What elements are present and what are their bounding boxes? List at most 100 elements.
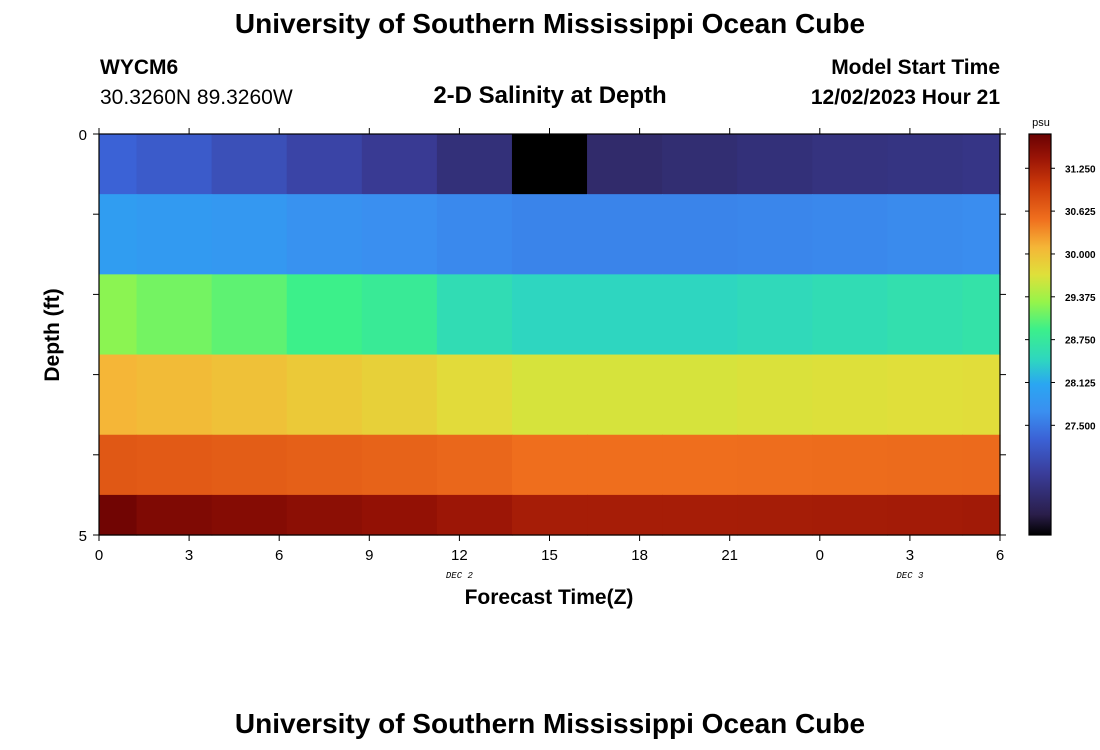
heatmap-cell	[887, 494, 964, 536]
heatmap-cell	[887, 354, 964, 436]
heatmap-cell	[662, 194, 738, 275]
heatmap-cell	[511, 194, 588, 275]
heatmap-cell	[286, 434, 363, 496]
heatmap-cell	[211, 434, 288, 496]
heatmap-cell	[361, 354, 438, 436]
y-axis-title: Depth (ft)	[41, 288, 64, 381]
footer-title: University of Southern Mississippi Ocean…	[234, 708, 866, 739]
main-title: University of Southern Mississippi Ocean…	[234, 8, 866, 39]
heatmap-cell	[587, 354, 663, 436]
heatmap-cell	[662, 274, 738, 356]
heatmap-cell	[211, 354, 288, 436]
heatmap-cell	[211, 274, 288, 356]
heatmap-cell	[511, 494, 588, 536]
y-axis: 05	[79, 127, 1006, 545]
heatmap-cell	[812, 494, 888, 536]
colorbar-label: 28.750	[1065, 336, 1096, 347]
y-tick-label: 5	[79, 528, 87, 545]
heatmap-cell	[662, 494, 738, 536]
colorbar-label: 30.000	[1065, 250, 1096, 261]
heatmap-cell	[361, 194, 438, 275]
heatmap-cell	[136, 434, 213, 496]
heatmap-cell	[962, 494, 1001, 536]
heatmap-cell	[962, 354, 1001, 436]
heatmap-cell	[587, 494, 663, 536]
heatmap-cell	[99, 434, 138, 496]
heatmap-cell	[662, 134, 738, 195]
heatmap-cell	[136, 494, 213, 536]
heatmap-cell	[887, 274, 964, 356]
heatmap-cell	[436, 354, 513, 436]
heatmap-cell	[812, 194, 888, 275]
heatmap-cell	[211, 194, 288, 275]
colorbar: psu 31.250 30.625 30.000 29.375 28.750 28.125…	[1025, 117, 1096, 536]
colorbar-label: 29.375	[1065, 293, 1096, 304]
heatmap-cell	[962, 194, 1001, 275]
heatmap-cell	[812, 274, 888, 356]
station-id: WYCM6	[100, 56, 179, 79]
heatmap-cell	[887, 194, 964, 275]
heatmap-cell	[737, 434, 813, 496]
heatmap-cell	[436, 274, 513, 356]
heatmap-cell	[136, 274, 213, 356]
heatmap-cell	[662, 434, 738, 496]
heatmap-cell	[812, 354, 888, 436]
x-tick-label: 21	[721, 547, 738, 564]
heatmap-cell	[361, 494, 438, 536]
x-axis: 0 3 6 9 12 15 18 21 0 3 6 DEC 2 DEC 3	[95, 128, 1004, 581]
x-tick-label: 6	[996, 547, 1004, 564]
x-axis-title: Forecast Time(Z)	[465, 586, 634, 609]
heatmap-cell	[587, 434, 663, 496]
heatmap-cell	[962, 134, 1001, 195]
heatmap-cell	[887, 434, 964, 496]
x-tick-label: 18	[631, 547, 648, 564]
heatmap-cell	[887, 134, 964, 195]
heatmap-cell	[436, 134, 513, 195]
heatmap-cell	[812, 434, 888, 496]
heatmap-cell	[737, 494, 813, 536]
heatmap-cell	[587, 134, 663, 195]
heatmap-cell	[361, 434, 438, 496]
heatmap-cell	[286, 354, 363, 436]
model-start-value: 12/02/2023 Hour 21	[810, 86, 1000, 109]
model-start-label: Model Start Time	[831, 56, 1000, 79]
x-tick-label: 3	[906, 547, 914, 564]
heatmap-cell	[286, 274, 363, 356]
x-tick-label: 9	[365, 547, 373, 564]
heatmap-cell	[962, 434, 1001, 496]
colorbar-unit: psu	[1032, 117, 1050, 129]
heatmap-cell	[211, 494, 288, 536]
heatmap-cell	[436, 494, 513, 536]
heatmap-cell	[99, 134, 138, 195]
day-label: DEC 2	[446, 571, 474, 581]
x-tick-label: 15	[541, 547, 558, 564]
heatmap-cell	[361, 274, 438, 356]
heatmap-cell	[737, 194, 813, 275]
heatmap-cell	[737, 134, 813, 195]
heatmap-cell	[587, 274, 663, 356]
heatmap-cell	[737, 354, 813, 436]
heatmap-cell	[436, 434, 513, 496]
colorbar-label: 30.625	[1065, 207, 1096, 218]
x-tick-label: 6	[275, 547, 283, 564]
heatmap-cell	[511, 274, 588, 356]
heatmap-cell	[286, 134, 363, 195]
colorbar-label: 27.500	[1065, 421, 1096, 432]
colorbar-label: 28.125	[1065, 378, 1096, 389]
heatmap-cell	[286, 194, 363, 275]
heatmap-cell	[99, 274, 138, 356]
y-tick-label: 0	[79, 127, 87, 144]
heatmap-cell	[812, 134, 888, 195]
heatmap-cell	[587, 194, 663, 275]
heatmap-cell	[511, 134, 588, 195]
heatmap-cell	[361, 134, 438, 195]
heatmap-cell	[99, 494, 138, 536]
x-tick-label: 12	[451, 547, 468, 564]
x-tick-label: 0	[816, 547, 824, 564]
heatmap-cell	[136, 194, 213, 275]
plot-title: 2-D Salinity at Depth	[433, 82, 667, 109]
heatmap-cell	[737, 274, 813, 356]
colorbar-ticks: 31.250 30.625 30.000 29.375 28.750 28.125 27.5…	[1025, 164, 1096, 432]
heatmap-cell	[136, 354, 213, 436]
